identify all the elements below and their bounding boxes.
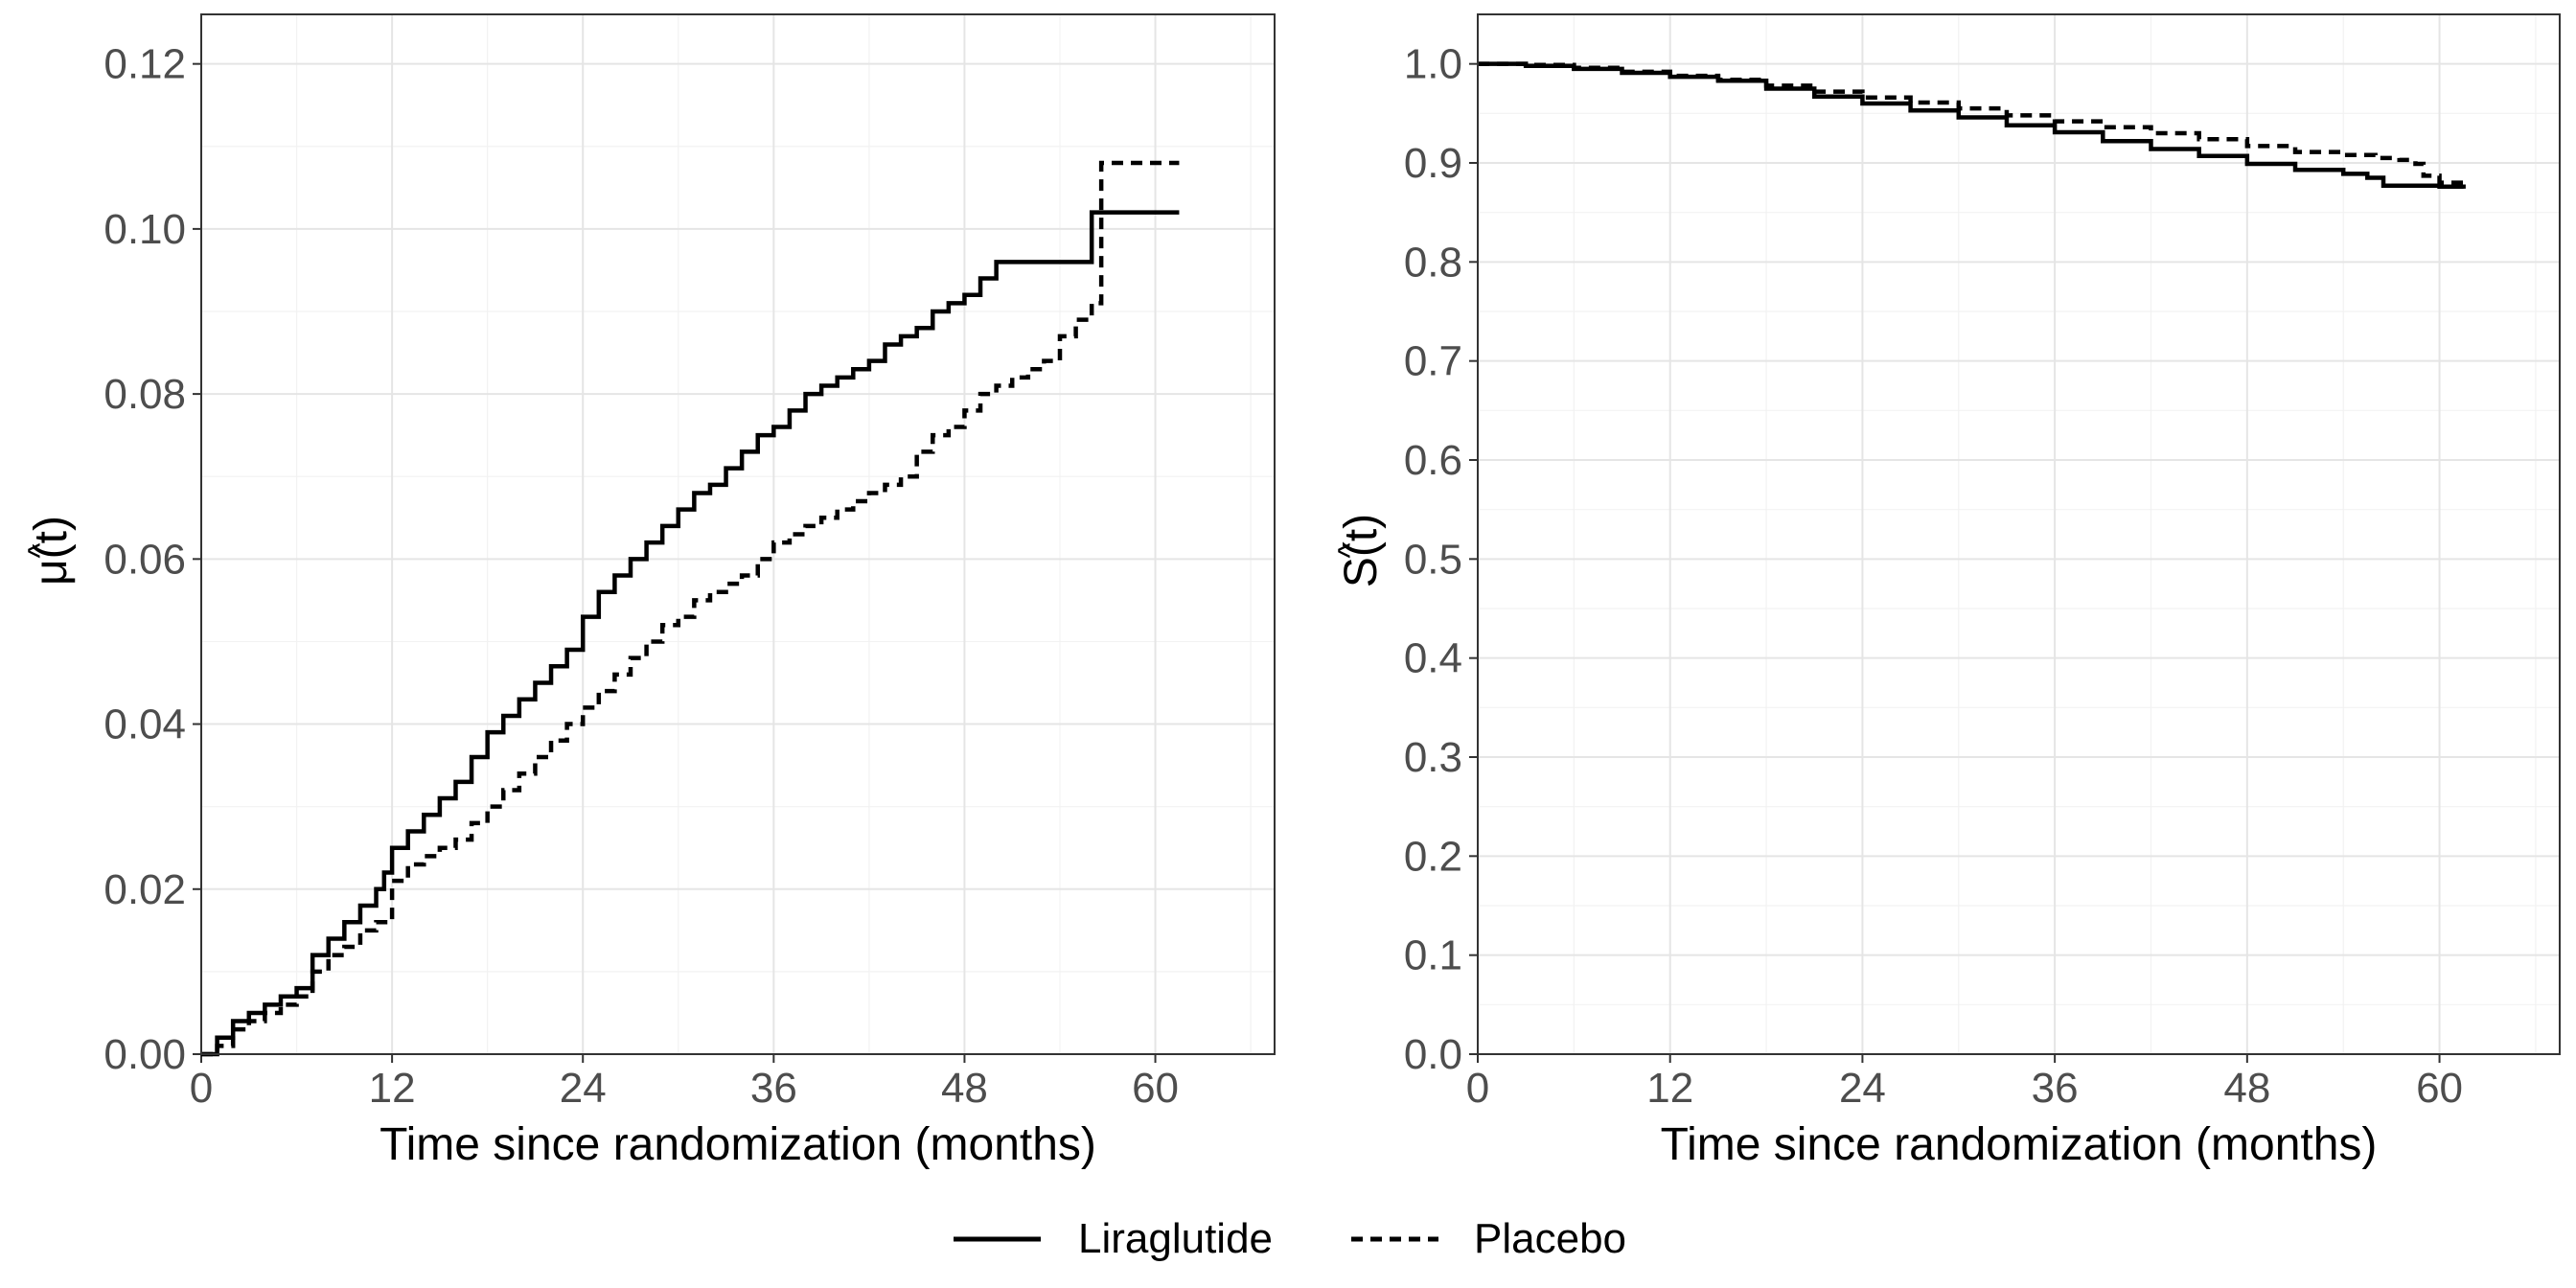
series-line-liraglutide (201, 210, 1180, 1057)
x-tick-label: 60 (1132, 1065, 1179, 1112)
x-tick-label: 12 (369, 1065, 416, 1112)
y-tick-label: 0.9 (1404, 140, 1462, 187)
x-tick-label: 36 (750, 1065, 797, 1112)
y-tick-label: 0.3 (1404, 734, 1462, 781)
y-tick-label: 0.06 (104, 536, 186, 583)
y-tick-label: 0.10 (104, 206, 186, 253)
y-tick-label: 0.4 (1404, 635, 1462, 682)
series-line-placebo (1478, 61, 2466, 190)
left-panel-mean-function: 0 12 24 36 48 60 0.00 0.02 0.04 0.06 0.08 0.10 0.12 T… (22, 13, 1276, 1170)
y-tick-label: 0.08 (104, 371, 186, 418)
legend-label-placebo: Placebo (1474, 1215, 1626, 1262)
y-axis-title: μ(t) (26, 516, 77, 586)
x-tick-label: 0 (190, 1065, 213, 1112)
series-line-placebo (201, 160, 1180, 1057)
plot-area (201, 14, 1275, 1054)
x-tick-label: 24 (1839, 1065, 1886, 1112)
y-tick-label: 1.0 (1404, 41, 1462, 88)
x-tick-label: 48 (941, 1065, 988, 1112)
plot-area (1478, 14, 2560, 1054)
x-tick-label: 36 (2032, 1065, 2079, 1112)
y-tick-label: 0.8 (1404, 239, 1462, 286)
y-tick-label: 0.04 (104, 702, 186, 748)
y-axis-title-hat: ^ (22, 542, 58, 558)
legend: Liraglutide Placebo (954, 1215, 1626, 1262)
x-axis-title: Time since randomization (months) (1661, 1119, 2378, 1170)
y-axis-title: S(t) (1336, 514, 1387, 587)
y-tick-label: 0.5 (1404, 536, 1462, 583)
x-tick-label: 24 (560, 1065, 607, 1112)
y-tick-label: 0.00 (104, 1031, 186, 1078)
legend-label-liraglutide: Liraglutide (1078, 1215, 1273, 1262)
series-line-liraglutide (1478, 61, 2466, 190)
y-tick-label: 0.1 (1404, 932, 1462, 979)
x-tick-label: 48 (2223, 1065, 2270, 1112)
x-tick-label: 0 (1466, 1065, 1489, 1112)
y-tick-label: 0.7 (1404, 338, 1462, 385)
x-tick-label: 60 (2416, 1065, 2463, 1112)
y-tick-label: 0.2 (1404, 833, 1462, 880)
panel-border (1477, 13, 2561, 1055)
y-tick-label: 0.0 (1404, 1031, 1462, 1078)
x-tick-label: 12 (1646, 1065, 1693, 1112)
y-axis-title-hat: ^ (1332, 542, 1368, 558)
y-tick-label: 0.02 (104, 866, 186, 913)
panel-border (200, 13, 1276, 1055)
y-tick-label: 0.12 (104, 41, 186, 88)
y-tick-label: 0.6 (1404, 437, 1462, 484)
right-panel-survival-function: 0 12 24 36 48 60 0.0 0.1 0.2 0.3 0.4 0.5 0.6 0.7 0.8 0.… (1332, 13, 2561, 1170)
x-axis-title: Time since randomization (months) (380, 1119, 1096, 1170)
